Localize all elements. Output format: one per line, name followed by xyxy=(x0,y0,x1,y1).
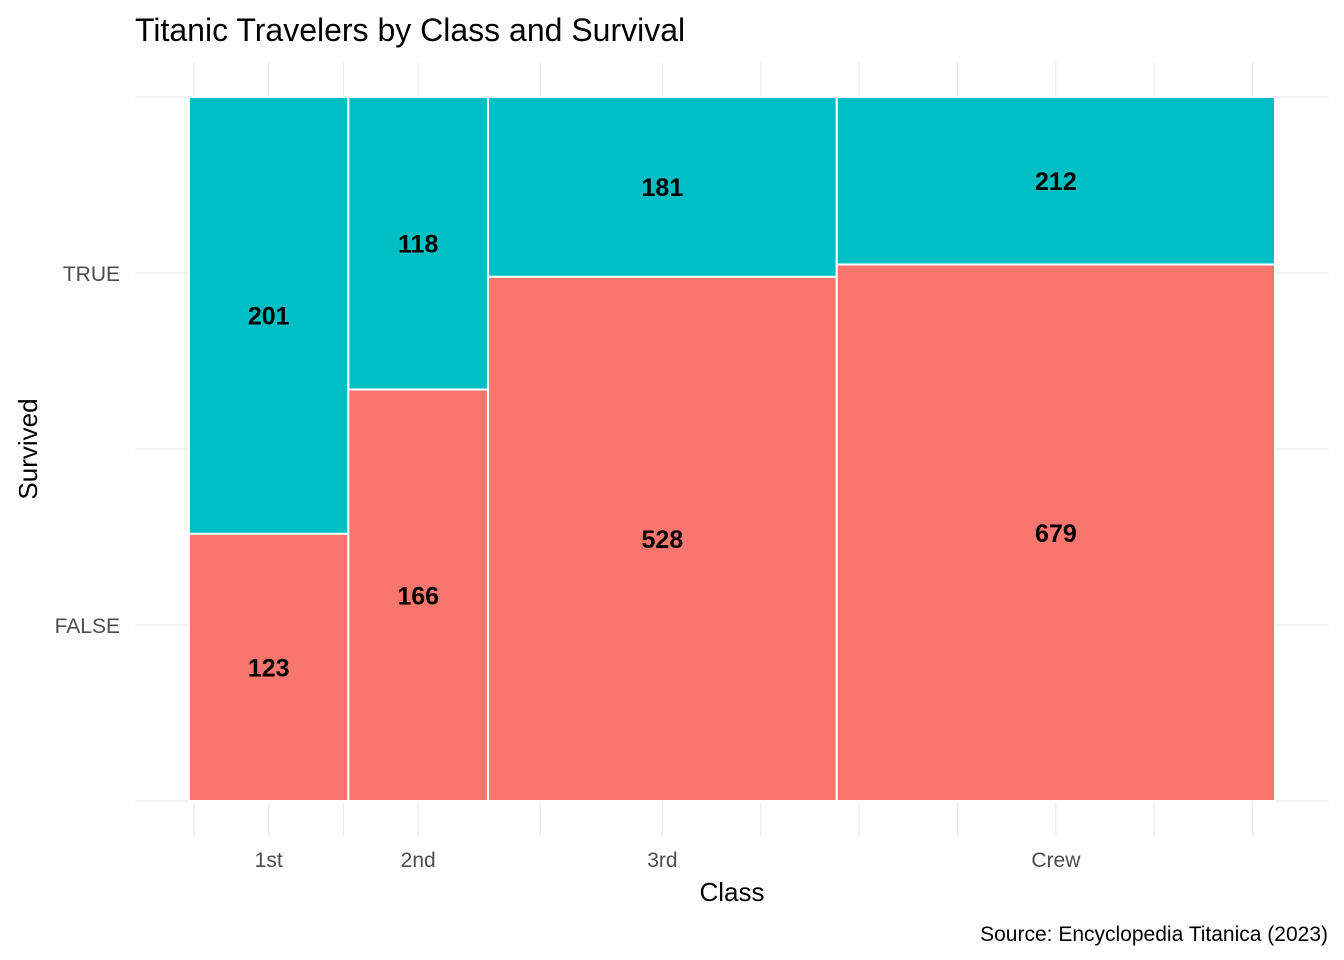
y-axis-tick-labels: FALSE TRUE xyxy=(55,263,120,638)
tile-label-crew-false: 679 xyxy=(1035,520,1077,548)
tile-label-1st-true: 201 xyxy=(248,302,290,330)
tile-3rd-true xyxy=(487,96,838,278)
mosaic-tiles xyxy=(188,96,1277,802)
tile-1st-true xyxy=(188,96,350,535)
x-tick-label-1st: 1st xyxy=(255,849,283,872)
x-axis-tick-labels: 1st 2nd 3rd Crew xyxy=(255,849,1082,872)
y-tick-label-true: TRUE xyxy=(63,263,120,286)
tile-label-3rd-true: 181 xyxy=(642,174,684,202)
tile-label-2nd-false: 166 xyxy=(397,582,439,610)
tile-label-1st-false: 123 xyxy=(248,654,290,682)
x-tick-label-crew: Crew xyxy=(1031,849,1081,872)
tile-1st-false xyxy=(188,532,350,802)
tile-label-2nd-true: 118 xyxy=(398,230,438,258)
x-tick-label-2nd: 2nd xyxy=(401,849,436,872)
y-tick-label-false: FALSE xyxy=(55,615,120,638)
x-axis-title: Class xyxy=(699,877,764,907)
x-tick-label-3rd: 3rd xyxy=(647,849,677,872)
chart-title: Titanic Travelers by Class and Survival xyxy=(135,12,685,48)
y-axis-title: Survived xyxy=(13,398,43,499)
tile-label-3rd-false: 528 xyxy=(642,526,684,554)
tile-label-crew-true: 212 xyxy=(1035,168,1077,196)
tile-2nd-false xyxy=(347,388,490,802)
chart-caption: Source: Encyclopedia Titanica (2023) xyxy=(980,923,1328,946)
tile-value-labels: 123 201 166 118 528 181 679 212 xyxy=(248,168,1077,683)
tile-crew-true xyxy=(835,96,1277,266)
